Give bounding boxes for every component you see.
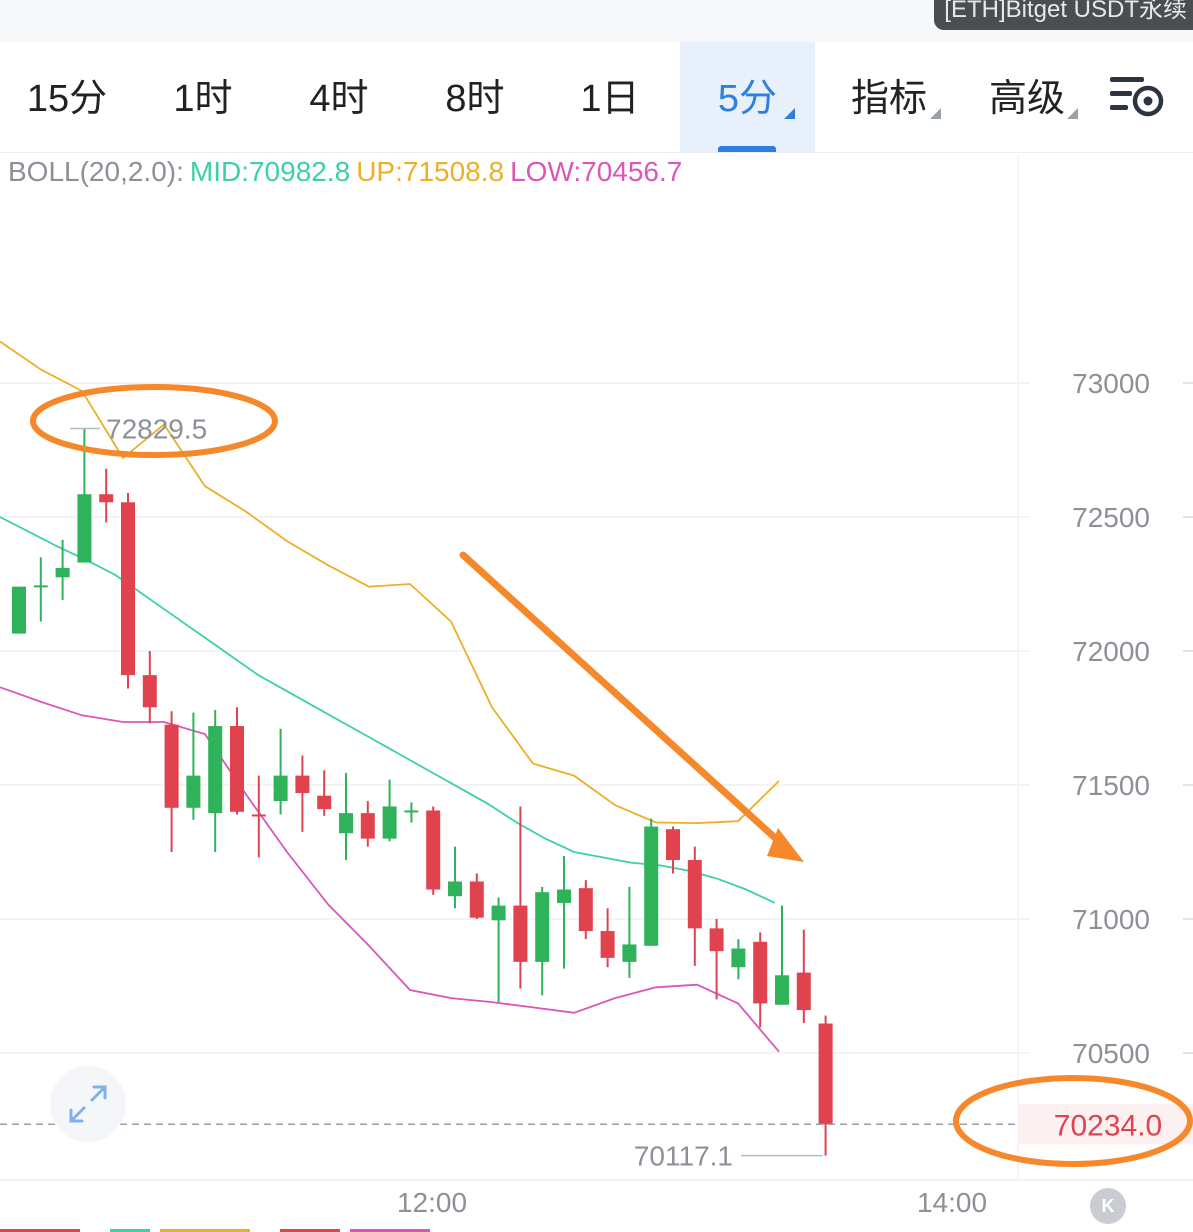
kline-logo-icon[interactable]: K — [1090, 1188, 1126, 1224]
candle-body — [12, 586, 26, 634]
candle-body — [578, 888, 593, 932]
candle-body — [121, 502, 135, 676]
candle-body — [687, 860, 702, 929]
candle-body — [622, 944, 637, 962]
tab-label: 8时 — [445, 78, 505, 120]
candle-body — [818, 1023, 833, 1125]
candle-body — [251, 814, 266, 817]
candle-body — [709, 928, 724, 952]
y-tick-label: 70500 — [1072, 1038, 1150, 1069]
boll-name: BOLL(20,2.0): — [8, 156, 184, 187]
y-tick-label: 71000 — [1072, 904, 1150, 935]
candle-body — [142, 675, 157, 708]
expand-icon — [69, 1085, 107, 1123]
boll-lower-line — [0, 686, 780, 1053]
candle-body — [382, 806, 397, 839]
candle-body — [775, 975, 789, 1005]
tab-label: 4时 — [309, 78, 369, 120]
tab-indicators[interactable]: 指标 — [830, 42, 948, 152]
candle-body — [796, 972, 811, 1011]
candle-body — [208, 726, 223, 814]
tab-5m[interactable]: 5分 — [680, 42, 815, 152]
candle-body — [448, 881, 462, 897]
tab-advanced[interactable]: 高级 — [968, 42, 1086, 152]
candle-body — [77, 494, 92, 563]
current-price-label: 70234.0 — [1054, 1109, 1162, 1142]
tab-1d[interactable]: 1日 — [543, 42, 677, 152]
candle-body — [55, 567, 70, 578]
highlight-ellipse — [30, 384, 278, 458]
candle-body — [469, 881, 484, 918]
candle-body — [666, 829, 680, 861]
candle-body — [491, 905, 506, 921]
candle-body — [360, 813, 375, 839]
candle-body — [600, 931, 615, 958]
x-tick-label: 14:00 — [917, 1187, 987, 1218]
boll-mid-line — [0, 516, 776, 904]
dropdown-triangle-icon — [784, 108, 795, 119]
tab-label: 高级 — [988, 78, 1065, 120]
trend-arrow-line — [459, 551, 788, 850]
boll-low-value: LOW:70456.7 — [510, 156, 683, 187]
candle-body — [513, 905, 528, 962]
y-tick-label: 72500 — [1072, 502, 1150, 533]
tab-8h[interactable]: 8时 — [408, 42, 542, 152]
trading-pair-badge[interactable]: [ETH]Bitget USDT永续 — [934, 0, 1193, 30]
y-tick-label: 73000 — [1072, 368, 1150, 399]
chart-settings-icon[interactable] — [1108, 72, 1172, 124]
candle-body — [404, 810, 419, 813]
tab-label: 1时 — [173, 78, 233, 120]
boll-indicator-legend: BOLL(20,2.0): MID:70982.8 UP:71508.8 LOW:70… — [8, 156, 688, 188]
candle-body — [535, 892, 550, 962]
tab-4h[interactable]: 4时 — [272, 42, 406, 152]
current-price-tag — [1018, 1104, 1193, 1145]
candle-body — [339, 813, 353, 834]
boll-mid-value: MID:70982.8 — [189, 156, 351, 187]
tab-1h[interactable]: 1时 — [136, 42, 270, 152]
high-price-label: 72829.5 — [106, 414, 207, 445]
candle-body — [99, 494, 114, 503]
dropdown-triangle-icon — [930, 108, 941, 119]
candle-body — [317, 795, 332, 810]
top-strip: [ETH]Bitget USDT永续 — [0, 0, 1193, 42]
boll-up-value: UP:71508.8 — [356, 156, 505, 187]
tab-15m[interactable]: 15分 — [0, 42, 134, 152]
candle-body — [644, 826, 659, 946]
low-price-label: 70117.1 — [634, 1141, 733, 1172]
candle-body — [273, 775, 288, 802]
candle-body — [753, 941, 768, 1004]
active-tab-indicator — [718, 146, 776, 152]
trend-arrow-head — [767, 828, 804, 862]
candle-body — [230, 726, 244, 812]
y-tick-label: 71500 — [1072, 770, 1150, 801]
candle-body — [731, 948, 746, 968]
bottom-indicator-strip — [0, 1222, 1193, 1232]
candle-body — [295, 775, 310, 794]
y-tick-label: 72000 — [1072, 636, 1150, 667]
candle-body — [186, 775, 201, 808]
tab-label: 指标 — [850, 78, 927, 120]
expand-chart-button[interactable] — [50, 1066, 126, 1142]
candle-body — [426, 810, 441, 890]
timeframe-toolbar: 15分 1时 4时 8时 1日 5分 指标 高级 — [0, 42, 1193, 153]
tab-label: 1日 — [580, 78, 640, 120]
highlight-ellipse — [953, 1075, 1193, 1167]
dropdown-triangle-icon — [1067, 108, 1078, 119]
x-tick-label: 12:00 — [397, 1187, 467, 1218]
candle-body — [164, 724, 179, 808]
candle-body — [557, 889, 571, 903]
candle-body — [33, 585, 48, 588]
tab-label: 5分 — [717, 78, 778, 120]
tab-label: 15分 — [26, 78, 108, 120]
